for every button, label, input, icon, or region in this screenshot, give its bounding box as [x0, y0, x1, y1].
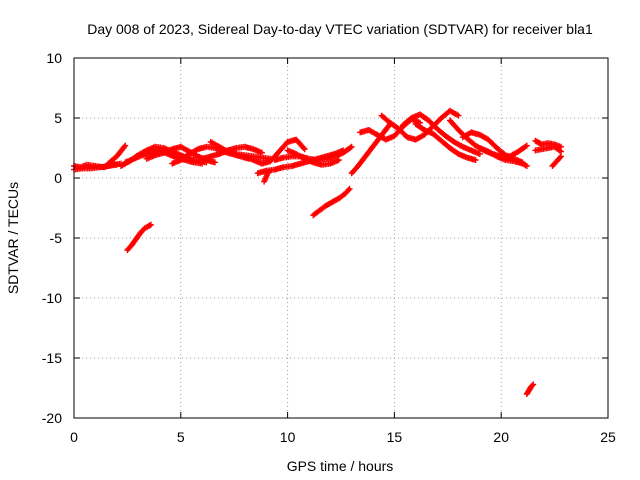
data-point	[301, 146, 308, 153]
data-point	[468, 129, 482, 138]
y-tick-label: 5	[54, 110, 62, 126]
data-point	[113, 161, 120, 168]
data-point	[523, 142, 530, 149]
series-arc-6	[199, 143, 265, 162]
data-point	[258, 154, 272, 162]
series-arc-11	[348, 121, 394, 177]
series-arc-2	[122, 147, 206, 167]
data-point	[177, 151, 192, 163]
data-point	[472, 157, 479, 163]
data-point	[530, 381, 537, 388]
data-points	[71, 107, 565, 397]
series-low-c	[523, 381, 537, 397]
data-point	[355, 155, 367, 169]
data-point	[147, 221, 154, 228]
data-point	[378, 112, 392, 125]
data-point	[331, 150, 345, 160]
data-point	[250, 157, 264, 166]
data-point	[412, 121, 427, 133]
data-point	[348, 164, 361, 177]
data-point	[335, 157, 342, 163]
data-point	[186, 147, 200, 157]
data-point	[523, 163, 530, 169]
x-axis-label: GPS time / hours	[287, 458, 394, 474]
data-point	[258, 149, 265, 156]
series-low-b	[310, 185, 353, 219]
x-tick-label: 20	[493, 429, 509, 445]
data-point	[265, 169, 272, 175]
data-point	[293, 136, 307, 151]
series-dip-a	[261, 169, 272, 185]
data-point	[346, 185, 353, 192]
data-point	[211, 159, 218, 166]
data-point	[434, 125, 448, 138]
chart-title: Day 008 of 2023, Sidereal Day-to-day VTE…	[87, 21, 593, 37]
data-point	[250, 146, 264, 156]
y-tick-label: 0	[54, 170, 62, 186]
data-point	[216, 148, 230, 157]
data-point	[553, 154, 563, 165]
data-point	[455, 112, 462, 119]
axis-ticks: 0 5 10 15 20 25 -20 -15 -10 -5 0 5 10	[42, 50, 616, 445]
data-point	[382, 133, 396, 143]
series-arc-20	[532, 143, 565, 155]
y-axis-label: SDTVAR / TECUs	[5, 182, 21, 294]
y-tick-label: -15	[42, 350, 62, 366]
series-tail-a	[549, 153, 565, 169]
data-point	[301, 155, 315, 165]
data-point	[271, 164, 285, 173]
data-point	[451, 139, 465, 149]
data-point	[367, 139, 380, 153]
data-point	[194, 144, 209, 153]
grid-lines	[74, 58, 608, 418]
y-tick-label: 10	[46, 50, 62, 66]
y-tick-label: -20	[42, 410, 62, 426]
series-arc-14	[399, 111, 483, 157]
data-point	[493, 145, 508, 158]
series-arc-18	[476, 145, 530, 169]
data-point	[207, 139, 221, 149]
data-point	[468, 147, 482, 157]
x-tick-label: 5	[177, 429, 185, 445]
data-point	[276, 140, 290, 155]
data-point	[365, 127, 379, 137]
y-tick-label: -10	[42, 290, 62, 306]
data-point	[122, 142, 129, 149]
x-tick-label: 15	[387, 429, 403, 445]
series-arc-3	[143, 143, 218, 166]
data-point	[340, 144, 354, 156]
data-point	[455, 151, 469, 160]
data-point	[387, 119, 401, 131]
data-point	[169, 144, 183, 153]
data-point	[241, 153, 255, 163]
data-point	[558, 153, 565, 160]
x-tick-label: 10	[280, 429, 296, 445]
series-low-a	[124, 221, 154, 253]
series-arc-7	[241, 136, 308, 167]
data-point	[293, 151, 307, 161]
y-tick-label: -5	[50, 230, 63, 246]
data-point	[476, 151, 483, 157]
x-tick-label: 25	[600, 429, 616, 445]
data-point	[342, 187, 352, 197]
series-arc-10	[284, 147, 342, 168]
data-point	[348, 143, 355, 150]
data-point	[207, 151, 221, 160]
series-arc-15	[412, 121, 479, 163]
series-baseline-b	[71, 161, 120, 173]
data-point	[399, 116, 414, 129]
x-tick-label: 0	[70, 429, 78, 445]
data-point	[280, 153, 294, 161]
data-point	[446, 145, 461, 157]
series-rise-a	[105, 142, 129, 167]
